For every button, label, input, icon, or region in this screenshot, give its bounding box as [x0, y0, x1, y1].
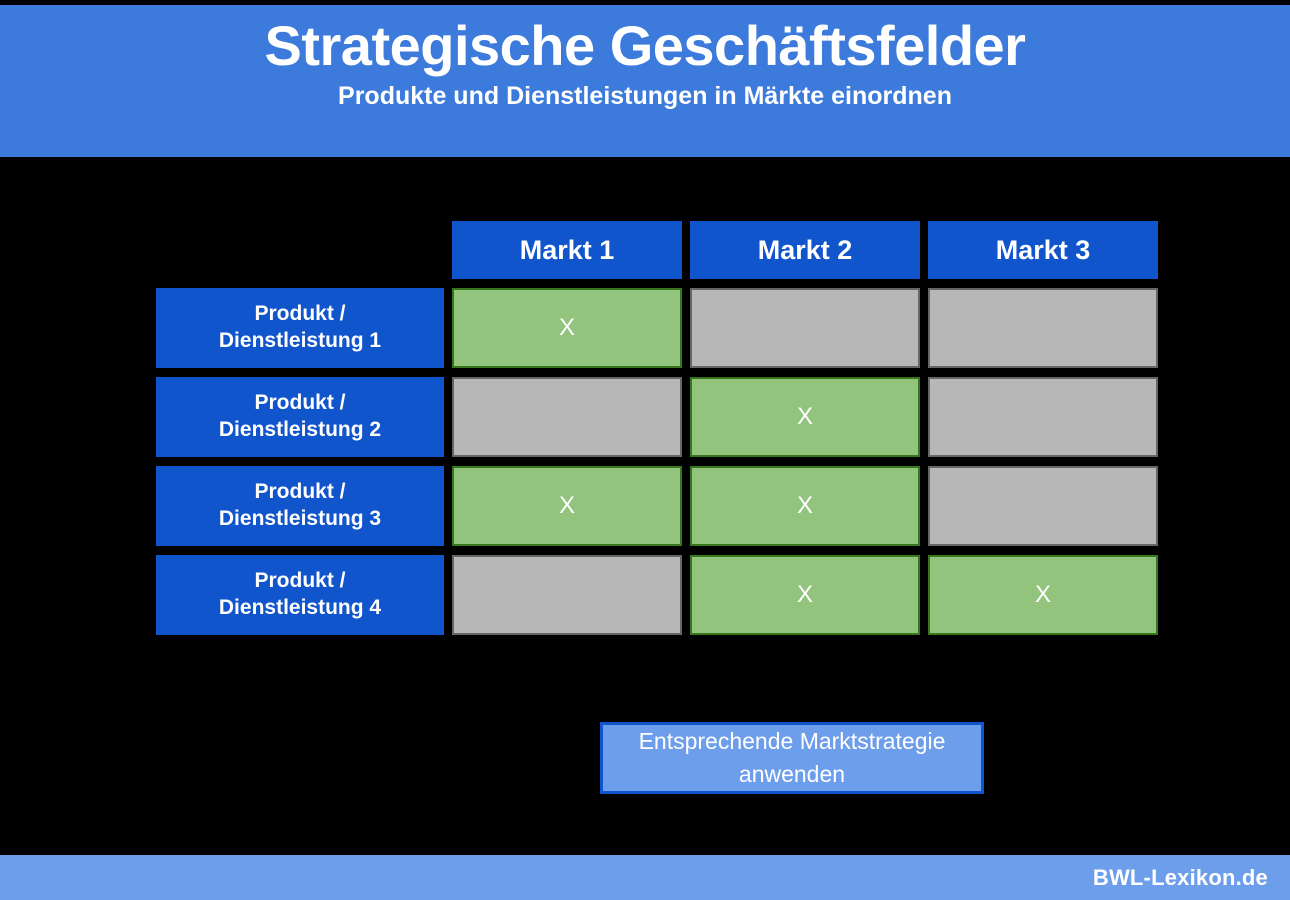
matrix-cell-r4c3[interactable]: X	[928, 555, 1158, 635]
row-header-produkt-2[interactable]: Produkt / Dienstleistung 2	[156, 377, 444, 457]
callout-text-wrapper: Entsprechende Marktstrategie anwenden	[639, 725, 946, 790]
matrix-cell-r2c1[interactable]	[452, 377, 682, 457]
row-header-produkt-3[interactable]: Produkt / Dienstleistung 3	[156, 466, 444, 546]
row-header-line-2: Dienstleistung 2	[218, 418, 382, 441]
footer-brand: BWL-Lexikon.de	[1092, 864, 1268, 890]
header-banner: Strategische Geschäftsfelder Produkte un…	[0, 5, 1290, 157]
callout-line-2: anwenden	[738, 761, 846, 787]
row-header-line-1: Produkt /	[254, 480, 346, 504]
matrix-cell-r2c2[interactable]: X	[690, 377, 920, 457]
diagram-canvas: Markt 1 Markt 2 Markt 3 Produkt / Dienst…	[0, 157, 1290, 849]
matrix-cell-r1c1[interactable]: X	[452, 288, 682, 368]
row-header-line-1: Produkt /	[254, 391, 346, 415]
matrix-cell-r1c2[interactable]	[690, 288, 920, 368]
top-black-strip	[0, 0, 1290, 5]
matrix-cell-r3c3[interactable]	[928, 466, 1158, 546]
matrix-row: Produkt / Dienstleistung 4 X X	[156, 555, 1158, 635]
row-header-line-2: Dienstleistung 3	[218, 507, 382, 530]
matrix-corner-cell	[156, 221, 444, 279]
matrix-row: Produkt / Dienstleistung 3 X X	[156, 466, 1158, 546]
matrix-cell-r1c3[interactable]	[928, 288, 1158, 368]
callout-line-1: Entsprechende Marktstrategie	[638, 728, 946, 755]
marktstrategie-callout: Entsprechende Marktstrategie anwenden	[600, 722, 984, 794]
matrix-header-row: Markt 1 Markt 2 Markt 3	[156, 221, 1158, 279]
column-header-markt-2[interactable]: Markt 2	[690, 221, 920, 279]
matrix-cell-r2c3[interactable]	[928, 377, 1158, 457]
matrix-cell-r4c1[interactable]	[452, 555, 682, 635]
page-subtitle: Produkte und Dienstleistungen in Märkte …	[338, 82, 952, 111]
matrix-body: Markt 1 Markt 2 Markt 3 Produkt / Dienst…	[156, 221, 1158, 635]
row-header-produkt-1[interactable]: Produkt / Dienstleistung 1	[156, 288, 444, 368]
column-header-markt-3[interactable]: Markt 3	[928, 221, 1158, 279]
row-header-line-1: Produkt /	[254, 302, 346, 326]
matrix-cell-r3c1[interactable]: X	[452, 466, 682, 546]
column-header-markt-1[interactable]: Markt 1	[452, 221, 682, 279]
row-header-produkt-4[interactable]: Produkt / Dienstleistung 4	[156, 555, 444, 635]
matrix-cell-r3c2[interactable]: X	[690, 466, 920, 546]
matrix-row: Produkt / Dienstleistung 1 X	[156, 288, 1158, 368]
page-title: Strategische Geschäftsfelder	[264, 14, 1026, 77]
business-field-matrix: Markt 1 Markt 2 Markt 3 Produkt / Dienst…	[148, 212, 1166, 644]
matrix-row: Produkt / Dienstleistung 2 X	[156, 377, 1158, 457]
footer-band: BWL-Lexikon.de	[0, 855, 1290, 900]
matrix-cell-r4c2[interactable]: X	[690, 555, 920, 635]
row-header-line-1: Produkt /	[254, 569, 346, 593]
row-header-line-2: Dienstleistung 1	[218, 329, 382, 352]
row-header-line-2: Dienstleistung 4	[218, 596, 382, 619]
